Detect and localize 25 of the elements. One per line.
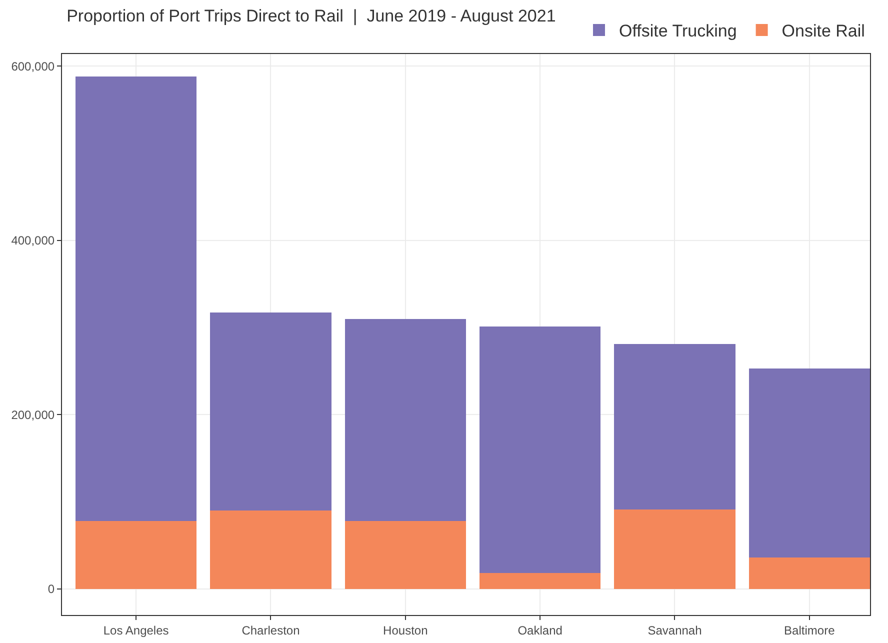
x-tick-label: Savannah [648,623,702,638]
legend-label: Offsite Trucking [619,22,737,41]
y-tick-label: 400,000 [11,234,55,248]
x-tick-label: Oakland [518,623,562,638]
chart-title: Proportion of Port Trips Direct to Rail | June 2019 - August 2021 [66,6,556,26]
bar [614,510,736,589]
x-tick-label: Charleston [242,623,300,638]
legend-label: Onsite Rail [782,22,865,41]
bar [614,344,736,510]
bar [210,312,332,510]
bar [748,558,870,589]
bar [344,520,466,589]
x-tick-label: Baltimore [784,623,836,638]
bar [479,326,601,574]
y-tick-label: 600,000 [11,59,55,74]
bar [344,318,466,521]
y-tick-label: 0 [48,582,55,596]
bar [479,573,601,589]
x-tick-label: Houston [383,623,428,638]
bar [210,510,332,589]
bar [748,368,870,558]
x-tick-label: Los Angeles [103,623,169,638]
y-tick-label: 200,000 [11,408,55,422]
bar [75,76,197,521]
bar [75,520,197,589]
